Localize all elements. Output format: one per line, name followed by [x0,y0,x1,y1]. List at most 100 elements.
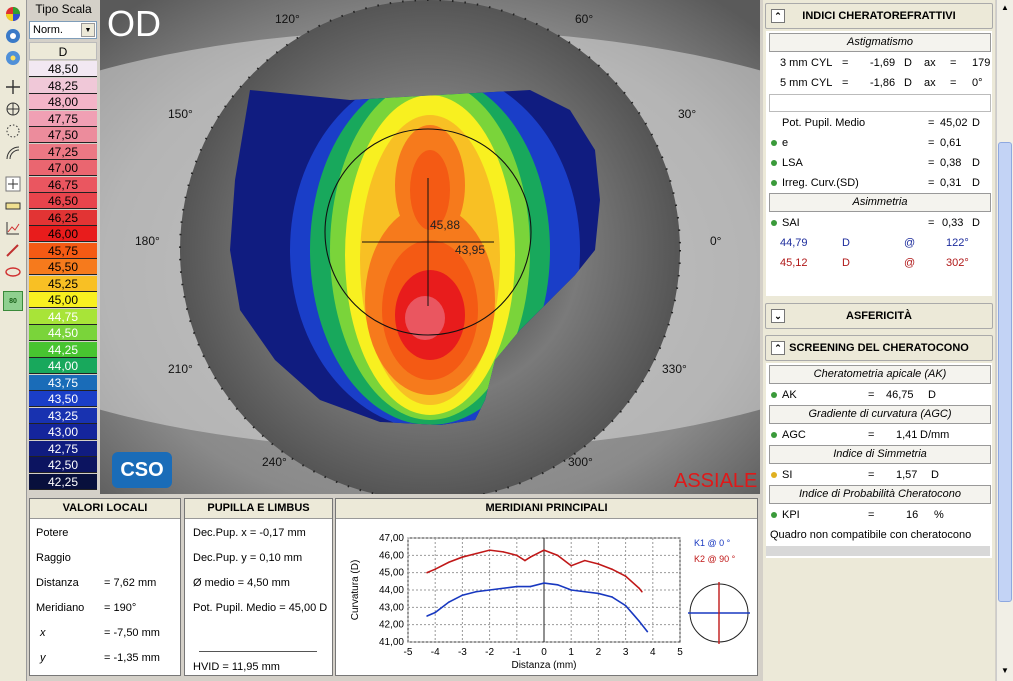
astig-cell: CYL [811,77,833,89]
scroll-up-icon[interactable]: ▲ [1001,3,1009,12]
k-min-label: 43,95 [455,243,486,257]
scale-swatch: 45,50 [29,259,97,275]
collapse-icon[interactable]: ⌃ [771,9,785,23]
chart-icon[interactable] [3,218,23,238]
data-point [611,568,613,570]
local-label: Distanza [36,577,79,589]
data-point [556,554,559,557]
eye-icon[interactable] [3,26,23,46]
ak-row: AK = 46,75 D [766,385,992,405]
scale-type-select[interactable]: Norm. ▼ [29,21,97,39]
pupil-row: Dec.Pup. y = 0,10 mm [193,552,303,564]
asphericity-section-header[interactable]: ⌄ ASFERICITÀ [765,303,993,329]
local-value: = 7,62 mm [104,577,157,589]
pupil-row: Pot. Pupil. Medio = 45,00 D [193,602,328,614]
data-point [461,556,464,558]
status-dot [771,140,777,146]
x-tick-label: -3 [458,647,467,658]
k-cell: @ [904,257,916,269]
scale-unit: D [29,42,97,60]
ak-subheader: Cheratometria apicale (AK) [769,365,991,384]
data-point [556,584,559,586]
curvature-map [230,90,600,425]
metric-value: 0,31 [940,177,962,189]
data-point [516,554,518,557]
screening-section-header[interactable]: ⌃ SCREENING DEL CHERATOCONO [765,335,993,361]
data-point [434,568,436,570]
data-point [516,585,518,588]
local-values-pane: VALORI LOCALI Potere Raggio Distanza = 7,62… [29,498,181,676]
data-point [448,561,450,564]
scroll-down-icon[interactable]: ▼ [1001,666,1009,675]
chevron-down-icon[interactable]: ▼ [81,23,95,37]
scale-type-value: Norm. [33,24,63,36]
k-row: 44,79 D @122° [766,233,992,253]
local-label: x [40,627,46,639]
local-value: = 190° [104,602,137,614]
scale-swatch: 43,50 [29,391,97,407]
ruler-icon[interactable] [3,196,23,216]
data-point [529,556,532,558]
data-point [597,563,600,565]
topography-map[interactable]: OD 120° 60° 150° 30° 180° 0° 210° 330° 240° 300° … [100,0,760,494]
astig-cell: = [842,57,849,69]
left-toolbar: 80 [0,0,27,681]
data-point [475,552,477,555]
metric-eq: = [928,157,935,169]
metric-eq: = [928,177,935,189]
pupil-cross [362,178,494,306]
zoom-80-icon[interactable]: 80 [3,291,23,311]
ellipse-icon[interactable] [3,262,23,282]
collapse-icon[interactable]: ⌃ [771,341,785,355]
meridians-chart: -5 -4 -3 -2 -1 0 1 2 3 4 5 41,00 42,00 43,00 44,00 45,0… [350,533,750,671]
map-mode-label: ASSIALE [674,470,758,492]
scale-swatch: 44,75 [29,308,97,325]
x-tick-label: 4 [650,647,656,658]
metric-value: 45,02 [940,117,968,129]
pencil-icon[interactable] [3,240,23,260]
k-cell: D [842,237,850,249]
si-subheader: Indice di Simmetria [769,445,991,464]
bottom-panel: VALORI LOCALI Potere Raggio Distanza = 7,62… [27,494,760,681]
color-wheel-icon[interactable] [3,4,23,24]
astig-cell: 179 [972,57,991,69]
scale-swatch: 47,50 [29,127,97,143]
astig-cell: ax [924,57,936,69]
x-tick-label: 3 [623,647,629,658]
indices-panel: ⌃ INDICI CHERATOREFRATTIVI Astigmatismo 3… [763,0,995,681]
data-point [529,585,532,588]
astig-cell: 5 mm [780,77,808,89]
expand-icon[interactable]: ⌄ [771,309,785,323]
eye-target-icon[interactable] [3,48,23,68]
move-icon[interactable] [3,174,23,194]
dotted-circle-icon[interactable] [3,121,23,141]
arcs-icon[interactable] [3,143,23,163]
x-tick-label: -4 [431,647,440,658]
angle-tick-ring [179,0,681,494]
scrollbar-thumb[interactable] [998,142,1012,602]
local-label: Raggio [36,552,71,564]
scale-swatch: 42,75 [29,440,97,457]
data-point [543,549,545,551]
x-tick-label: 1 [568,647,574,658]
data-point [502,587,504,590]
vertical-scrollbar[interactable]: ▲ ▼ [996,0,1013,681]
metric-unit: D [972,117,980,129]
k-row: 45,12 D @302° [766,253,992,273]
x-tick-label: -1 [512,647,521,658]
data-point [638,620,640,622]
data-point [646,630,649,633]
indices-section-header[interactable]: ⌃ INDICI CHERATOREFRATTIVI [765,3,993,29]
y-tick-label: 43,00 [379,602,404,613]
globe-grid-icon[interactable] [3,99,23,119]
series-line [426,582,648,633]
pupil-limbus-title: PUPILLA E LIMBUS [185,499,332,519]
kpi-subheader: Indice di Probabilità Cheratocono [769,485,991,504]
y-tick-label: 45,00 [379,568,404,579]
scale-swatch: 44,00 [29,358,97,374]
crosshair-icon[interactable] [3,77,23,97]
y-tick-label: 42,00 [379,620,404,631]
kpi-row: KPI = 16% [766,505,992,525]
data-point [624,604,627,607]
